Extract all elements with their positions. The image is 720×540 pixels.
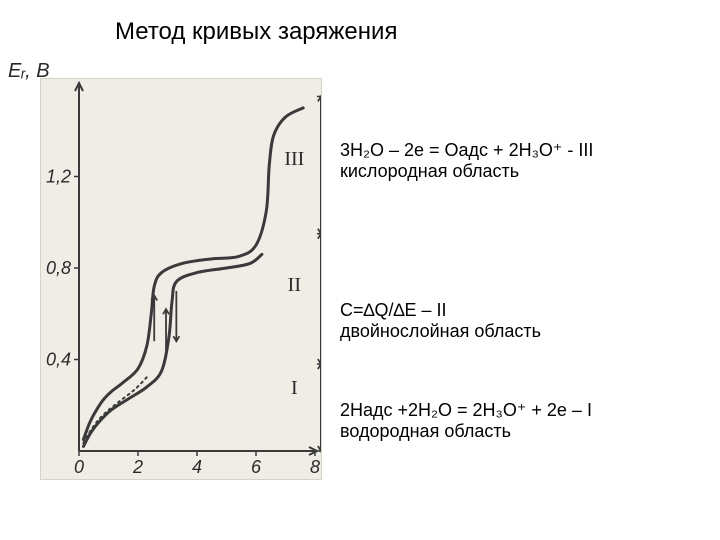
label-region-2: двойнослойная область: [340, 321, 541, 342]
svg-text:2: 2: [132, 457, 143, 477]
charging-curve-chart: 024680,40,81,2IIIIII: [40, 78, 322, 480]
svg-text:0,4: 0,4: [46, 350, 71, 370]
annotation-region-3: 3H₂O – 2e = Оадс + 2H₃O⁺ - III кислородн…: [340, 140, 593, 182]
svg-text:0: 0: [74, 457, 84, 477]
equation-region-1: 2Надс +2H₂O = 2H₃O⁺ + 2e – I: [340, 400, 592, 421]
svg-text:III: III: [284, 148, 304, 170]
label-region-3: кислородная область: [340, 161, 593, 182]
equation-region-3: 3H₂O – 2e = Оадс + 2H₃O⁺ - III: [340, 140, 593, 161]
svg-text:II: II: [288, 274, 301, 296]
equation-region-2: C=∆Q/∆E – II: [340, 300, 541, 321]
svg-text:0,8: 0,8: [46, 258, 71, 278]
page-title: Метод кривых заряжения: [115, 18, 397, 46]
svg-text:4: 4: [192, 457, 202, 477]
annotation-region-1: 2Надс +2H₂O = 2H₃O⁺ + 2e – I водородная …: [340, 400, 592, 442]
svg-text:8: 8: [310, 457, 320, 477]
svg-text:6: 6: [251, 457, 262, 477]
label-region-1: водородная область: [340, 421, 592, 442]
svg-text:1,2: 1,2: [46, 167, 71, 187]
annotation-region-2: C=∆Q/∆E – II двойнослойная область: [340, 300, 541, 342]
svg-text:I: I: [291, 377, 298, 399]
